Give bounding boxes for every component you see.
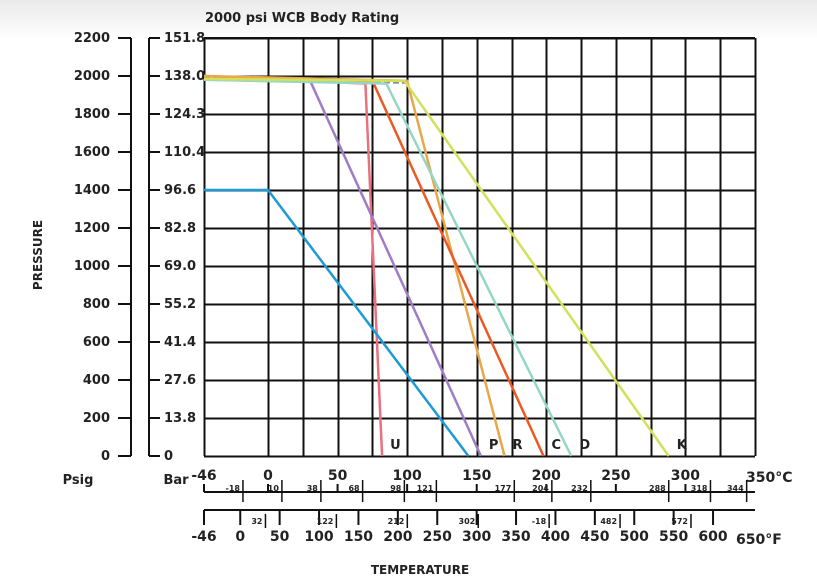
celsius-minor-label: 344 <box>727 484 744 493</box>
bar-tick-label: 151.8 <box>164 31 205 46</box>
fahrenheit-major-label: 450 <box>580 529 609 545</box>
celsius-minor-label: 288 <box>649 484 666 493</box>
bar-tick-label: 27.6 <box>164 373 196 388</box>
series-line-p <box>204 78 483 457</box>
bar-tick-label: 41.4 <box>164 335 196 350</box>
series-label-p: P <box>489 438 499 453</box>
fahrenheit-major-label: 50 <box>270 529 290 545</box>
celsius-minor-label: -18 <box>226 484 241 493</box>
bar-tick-label: 124.3 <box>164 107 205 122</box>
series-line-k <box>203 77 670 457</box>
celsius-major-label: 0 <box>263 468 273 484</box>
series-label-d: D <box>579 438 590 453</box>
celsius-minor-label: 318 <box>691 484 708 493</box>
psig-tick-label: 200 <box>83 411 110 426</box>
fahrenheit-major-label: 250 <box>423 529 452 545</box>
bar-label: Bar <box>163 473 189 488</box>
celsius-minor-label: 232 <box>571 484 588 493</box>
bar-tick-label: 13.8 <box>164 411 196 426</box>
psig-label: Psig <box>63 473 94 488</box>
celsius-minor-label: 10 <box>268 484 280 493</box>
series-line-d <box>203 78 573 457</box>
fahrenheit-major-label: 600 <box>698 529 727 545</box>
bar-tick-label: 138.0 <box>164 69 205 84</box>
psig-tick-label: 800 <box>83 297 110 312</box>
fahrenheit-minor-label: 302 <box>459 517 476 526</box>
series-label-u: U <box>390 438 401 453</box>
celsius-major-label: 200 <box>532 468 561 484</box>
x-axis-label: TEMPERATURE <box>371 563 469 577</box>
bar-tick-label: 96.6 <box>164 183 196 198</box>
celsius-minor-label: 68 <box>348 484 360 493</box>
celsius-minor-label: 98 <box>390 484 402 493</box>
bar-tick-label: 55.2 <box>164 297 196 312</box>
fahrenheit-major-label: 150 <box>344 529 373 545</box>
fahrenheit-major-label: 500 <box>620 529 649 545</box>
x-axis-tick-labels: -46 0 50 100 150 200 250 300 -18 10 38 68 98 121 177 20… <box>191 468 744 545</box>
fahrenheit-major-label: 100 <box>304 529 333 545</box>
celsius-major-label: 300 <box>671 468 700 484</box>
y-axis-tick-labels: 0 200 400 600 800 1000 1200 1400 1600 1800 2000 220… <box>74 31 205 464</box>
series-label-k: K <box>677 438 688 453</box>
fahrenheit-minor-label: 32 <box>251 517 262 526</box>
celsius-major-label: 50 <box>328 468 348 484</box>
celsius-major-label: 100 <box>393 468 422 484</box>
psig-tick-label: 0 <box>101 449 110 464</box>
fahrenheit-major-label: 0 <box>235 529 245 545</box>
psig-tick-label: 1400 <box>74 183 110 198</box>
fahrenheit-minor-label: 122 <box>317 517 334 526</box>
fahrenheit-major-label: 350 <box>501 529 530 545</box>
psig-tick-label: 2200 <box>74 31 110 46</box>
bar-tick-label: 82.8 <box>164 221 196 236</box>
psig-tick-label: 1600 <box>74 145 110 160</box>
fahrenheit-minor-label: -18 <box>532 517 547 526</box>
fahrenheit-unit-label: 650°F <box>736 532 782 548</box>
psig-tick-label: 2000 <box>74 69 110 84</box>
celsius-minor-label: 177 <box>495 484 512 493</box>
celsius-minor-label: 38 <box>307 484 319 493</box>
celsius-minor-label: 204 <box>532 484 549 493</box>
celsius-unit-label: 350°C <box>746 470 793 486</box>
fahrenheit-minor-label: 482 <box>600 517 617 526</box>
fahrenheit-major-label: 200 <box>383 529 412 545</box>
chart-background-band <box>0 0 817 40</box>
fahrenheit-major-label: 550 <box>659 529 688 545</box>
y-axis-label: PRESSURE <box>31 220 45 290</box>
series-label-c: C <box>552 438 562 453</box>
fahrenheit-minor-label: 212 <box>388 517 405 526</box>
series-lines <box>203 74 670 457</box>
psig-tick-label: 600 <box>83 335 110 350</box>
series-line-r <box>203 74 506 457</box>
fahrenheit-major-label: -46 <box>191 529 216 545</box>
psig-tick-label: 1000 <box>74 259 110 274</box>
axes <box>118 37 755 528</box>
celsius-major-label: 150 <box>462 468 491 484</box>
bar-tick-label: 0 <box>164 449 173 464</box>
psig-tick-label: 400 <box>83 373 110 388</box>
chart-title: 2000 psi WCB Body Rating <box>205 11 399 26</box>
celsius-major-label: 250 <box>601 468 630 484</box>
fahrenheit-major-label: 400 <box>541 529 570 545</box>
celsius-minor-label: 121 <box>417 484 434 493</box>
psig-tick-label: 1800 <box>74 107 110 122</box>
bar-tick-label: 110.4 <box>164 145 205 160</box>
series-label-r: R <box>513 438 523 453</box>
fahrenheit-minor-label: 572 <box>671 517 688 526</box>
plot-grid <box>203 37 757 458</box>
fahrenheit-major-label: 300 <box>462 529 491 545</box>
series-line-unnamed <box>204 188 470 457</box>
psig-tick-label: 1200 <box>74 221 110 236</box>
celsius-major-label: -46 <box>191 468 216 484</box>
bar-tick-label: 69.0 <box>164 259 196 274</box>
